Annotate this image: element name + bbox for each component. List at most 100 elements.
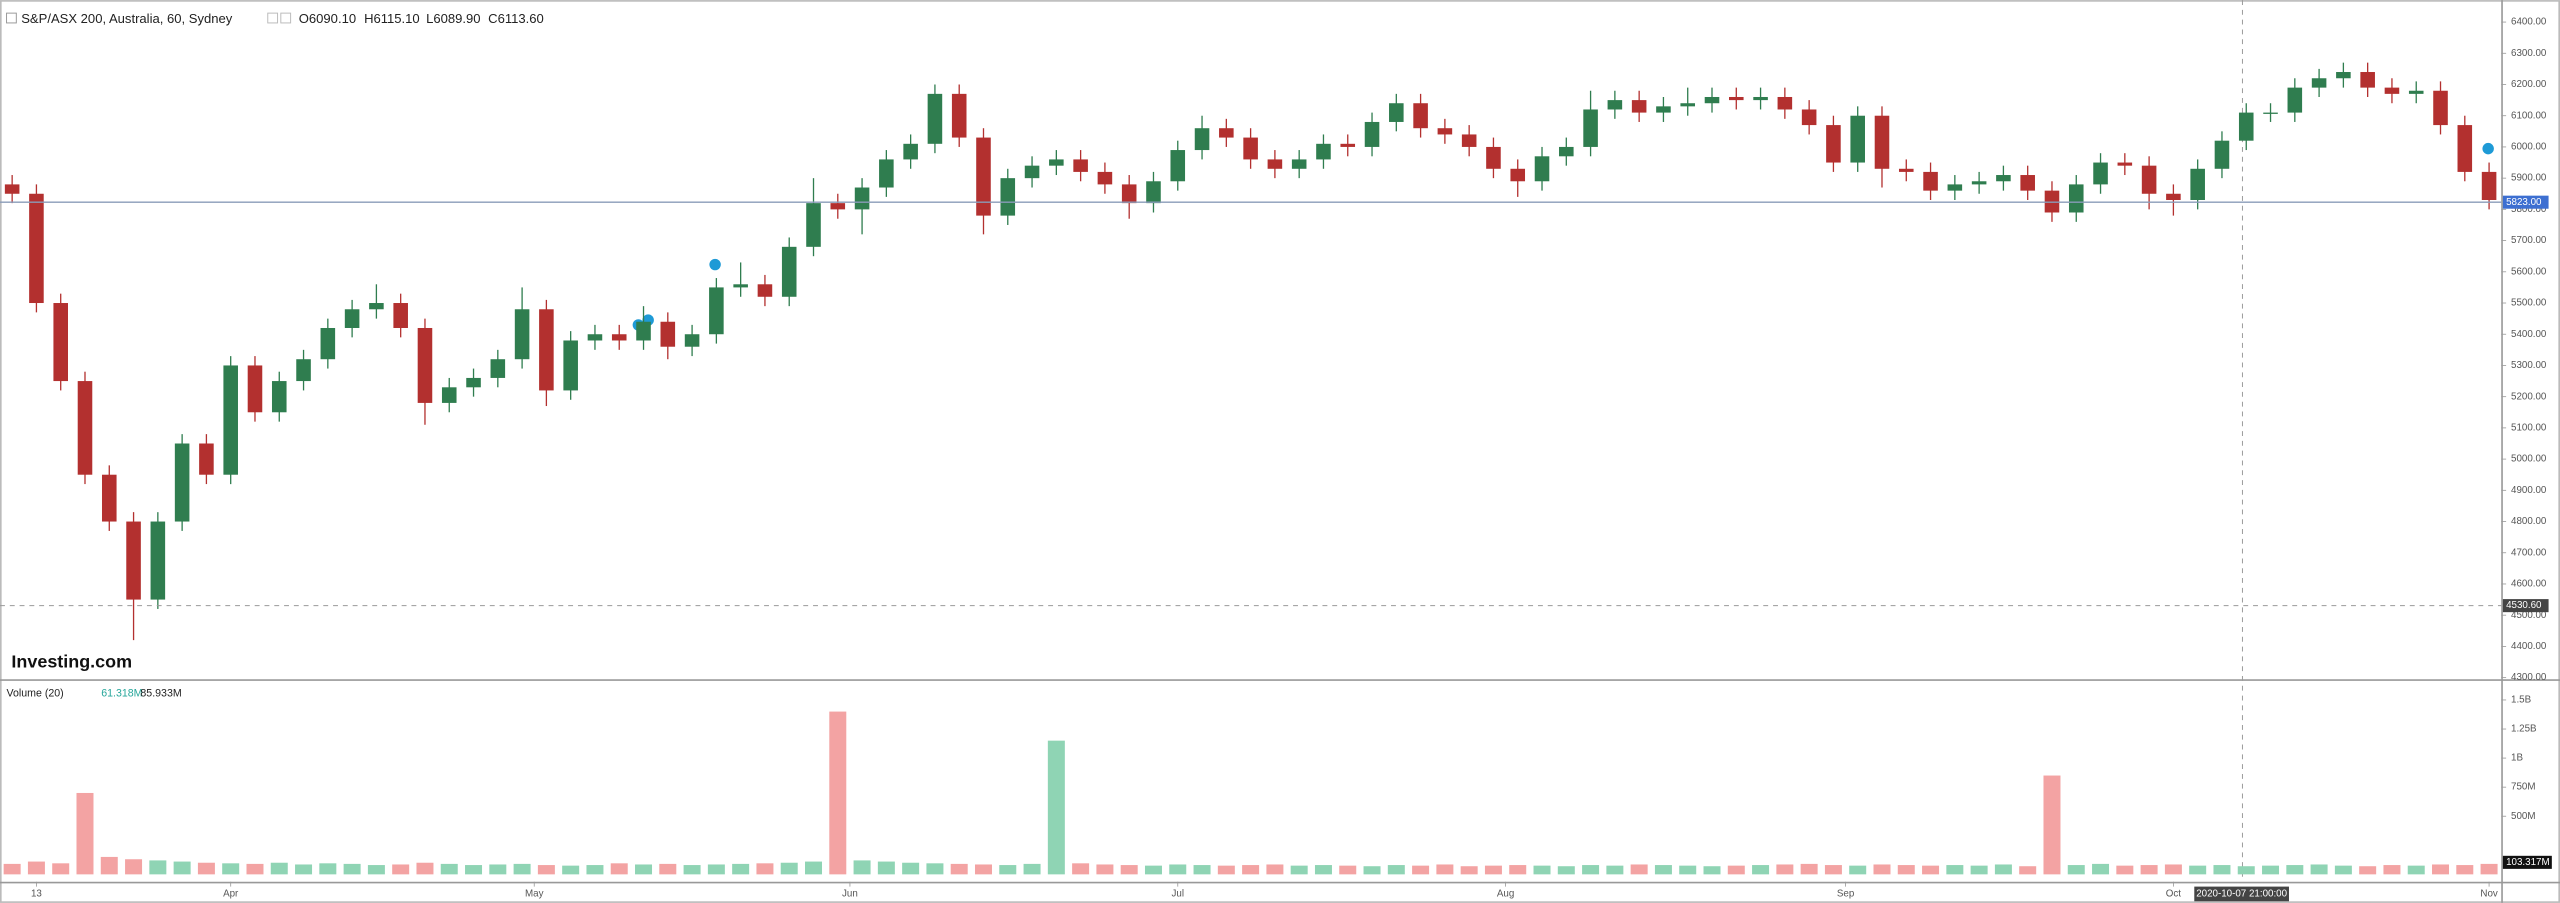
- candle-body: [1364, 121, 1380, 147]
- volume-bar: [902, 862, 920, 875]
- candle-body: [2263, 112, 2278, 114]
- settings-icon[interactable]: [267, 12, 279, 24]
- volume-bar: [1606, 865, 1624, 875]
- candle-body: [2238, 112, 2254, 141]
- volume-title: Volume (20): [7, 688, 64, 700]
- candle-body: [417, 327, 433, 403]
- candle-body: [150, 521, 166, 600]
- y-tick-label: 5400.00: [2511, 329, 2547, 340]
- volume-bar: [1557, 866, 1575, 875]
- volume-bar: [2237, 866, 2255, 875]
- volume-bar: [1169, 864, 1187, 875]
- candle-body: [781, 246, 797, 297]
- volume-bar: [877, 861, 895, 875]
- candle-body: [1704, 96, 1720, 104]
- ohlc-close: C6113.60: [488, 11, 544, 26]
- volume-bar: [2019, 866, 2037, 875]
- volume-bar: [2359, 866, 2377, 875]
- hide-icon[interactable]: [280, 12, 292, 24]
- candle-body: [1729, 96, 1744, 101]
- candle-body: [563, 340, 578, 391]
- crosshair-price-label: 4530.60: [2506, 600, 2542, 611]
- candle-body: [514, 309, 530, 360]
- volume-bar: [635, 864, 653, 875]
- candle-body: [1413, 103, 1428, 129]
- volume-bar: [999, 865, 1017, 875]
- candle-body: [101, 474, 117, 522]
- volume-bar: [805, 861, 823, 875]
- x-tick-label: Oct: [2166, 889, 2181, 900]
- volume-bar: [2140, 865, 2158, 875]
- volume-bar: [1630, 864, 1648, 875]
- candle-body: [29, 193, 44, 304]
- volume-bar: [610, 863, 628, 875]
- volume-bar: [246, 863, 264, 875]
- volume-bar: [1290, 865, 1308, 875]
- volume-bar: [295, 864, 313, 875]
- volume-bar: [1994, 864, 2012, 875]
- candle-body: [1801, 109, 1817, 126]
- candle-body: [174, 443, 190, 522]
- candle-body: [660, 321, 676, 347]
- candle-body: [976, 137, 991, 216]
- x-tick-label: Sep: [1837, 889, 1855, 900]
- last-price-label: 5823.00: [2506, 197, 2542, 208]
- volume-bar: [2432, 864, 2450, 875]
- x-tick-label: May: [525, 889, 544, 900]
- volume-bar: [367, 865, 385, 875]
- candle-body: [1097, 171, 1113, 185]
- candle-body: [199, 443, 214, 475]
- candle-body: [903, 143, 918, 160]
- candle-body: [587, 334, 603, 341]
- event-marker[interactable]: [2482, 142, 2494, 155]
- candle-body: [1996, 175, 2011, 182]
- volume-bar: [392, 864, 410, 875]
- event-marker[interactable]: [709, 258, 721, 271]
- candle-body: [1656, 106, 1671, 113]
- y-tick-label: 5100.00: [2511, 422, 2547, 433]
- volume-bar: [1509, 865, 1527, 875]
- x-tick-label: Nov: [2480, 889, 2498, 900]
- last-volume-box: [2502, 855, 2552, 869]
- volume-bar: [1654, 865, 1672, 875]
- volume-bar: [1484, 865, 1502, 875]
- candle-body: [1850, 115, 1865, 163]
- volume-bar: [974, 864, 992, 875]
- volume-stat: 85.933M: [140, 688, 181, 700]
- volume-bar: [1193, 865, 1211, 875]
- volume-bar: [707, 864, 725, 875]
- candle-body: [830, 203, 846, 210]
- candle-body: [2408, 90, 2424, 94]
- candle-body: [1486, 146, 1501, 169]
- volume-bar: [489, 864, 507, 875]
- candle-body: [879, 159, 894, 188]
- y-tick-label: 1B: [2511, 753, 2523, 764]
- volume-bar: [1436, 864, 1454, 875]
- ohlc-open: O6090.10: [299, 11, 356, 26]
- y-tick-label: 5900.00: [2511, 173, 2547, 184]
- volume-bar: [2067, 865, 2085, 875]
- volume-bar: [2310, 864, 2328, 875]
- y-tick-label: 1.5B: [2511, 695, 2532, 706]
- volume-bar: [2407, 865, 2425, 875]
- candle-body: [490, 359, 506, 378]
- volume-bar: [1849, 865, 1867, 875]
- crosshair-time: 2020-10-07 21:00:00: [2196, 889, 2287, 900]
- candle-body: [1583, 109, 1598, 147]
- volume-bar: [125, 859, 143, 875]
- volume-bar: [513, 863, 531, 875]
- volume-bar: [1703, 866, 1721, 875]
- volume-bar: [780, 862, 798, 875]
- y-tick-label: 5800.00: [2511, 204, 2547, 215]
- y-tick-label: 5700.00: [2511, 235, 2547, 246]
- volume-bar: [926, 863, 944, 875]
- y-tick-label: 5600.00: [2511, 266, 2547, 277]
- last-volume-label: 103.317M: [2506, 857, 2550, 868]
- candle-body: [2457, 125, 2473, 172]
- volume-bar: [2334, 865, 2352, 875]
- volume-bar: [1144, 865, 1162, 875]
- volume-bar: [465, 865, 483, 875]
- collapse-icon[interactable]: [6, 12, 17, 24]
- candle-body: [247, 365, 263, 413]
